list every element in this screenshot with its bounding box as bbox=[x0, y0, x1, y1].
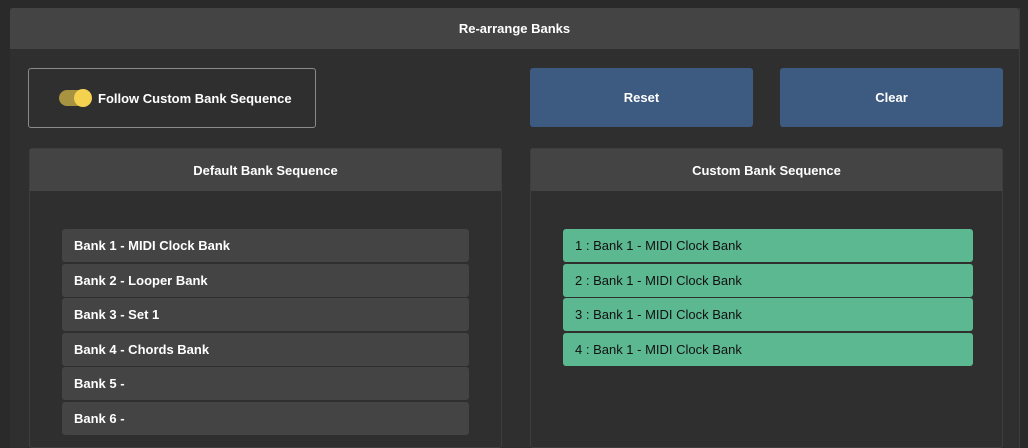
reset-button[interactable]: Reset bbox=[530, 68, 753, 127]
bank-list-item[interactable]: Bank 2 - Looper Bank bbox=[62, 263, 469, 297]
bank-list-item[interactable]: 4 : Bank 1 - MIDI Clock Bank bbox=[563, 332, 973, 366]
rearrange-banks-window: Re-arrange Banks Follow Custom Bank Sequ… bbox=[10, 8, 1020, 448]
bank-list-item[interactable]: Bank 4 - Chords Bank bbox=[62, 332, 469, 366]
bank-list-item[interactable]: Bank 3 - Set 1 bbox=[62, 298, 469, 332]
bank-list-item[interactable]: 3 : Bank 1 - MIDI Clock Bank bbox=[563, 298, 973, 332]
clear-button[interactable]: Clear bbox=[780, 68, 1003, 127]
bank-list-item[interactable]: 2 : Bank 1 - MIDI Clock Bank bbox=[563, 263, 973, 297]
bank-list-item[interactable]: 1 : Bank 1 - MIDI Clock Bank bbox=[563, 229, 973, 262]
toggle-switch[interactable] bbox=[59, 89, 92, 107]
follow-custom-sequence-toggle-box[interactable]: Follow Custom Bank Sequence bbox=[28, 68, 316, 128]
bank-list-item[interactable]: Bank 1 - MIDI Clock Bank bbox=[62, 229, 469, 262]
panel-title: Custom Bank Sequence bbox=[531, 149, 1002, 191]
window-title: Re-arrange Banks bbox=[10, 8, 1019, 49]
bank-list-item[interactable]: Bank 6 - bbox=[62, 401, 469, 435]
default-bank-sequence-panel: Default Bank Sequence Bank 1 - MIDI Cloc… bbox=[29, 148, 502, 448]
toggle-knob bbox=[74, 89, 92, 107]
toggle-label: Follow Custom Bank Sequence bbox=[98, 90, 292, 106]
panel-title: Default Bank Sequence bbox=[30, 149, 501, 191]
bank-list-item[interactable]: Bank 5 - bbox=[62, 367, 469, 401]
custom-bank-list: 1 : Bank 1 - MIDI Clock Bank 2 : Bank 1 -… bbox=[563, 229, 973, 367]
default-bank-list: Bank 1 - MIDI Clock Bank Bank 2 - Looper … bbox=[62, 229, 469, 437]
custom-bank-sequence-panel: Custom Bank Sequence 1 : Bank 1 - MIDI C… bbox=[530, 148, 1003, 448]
